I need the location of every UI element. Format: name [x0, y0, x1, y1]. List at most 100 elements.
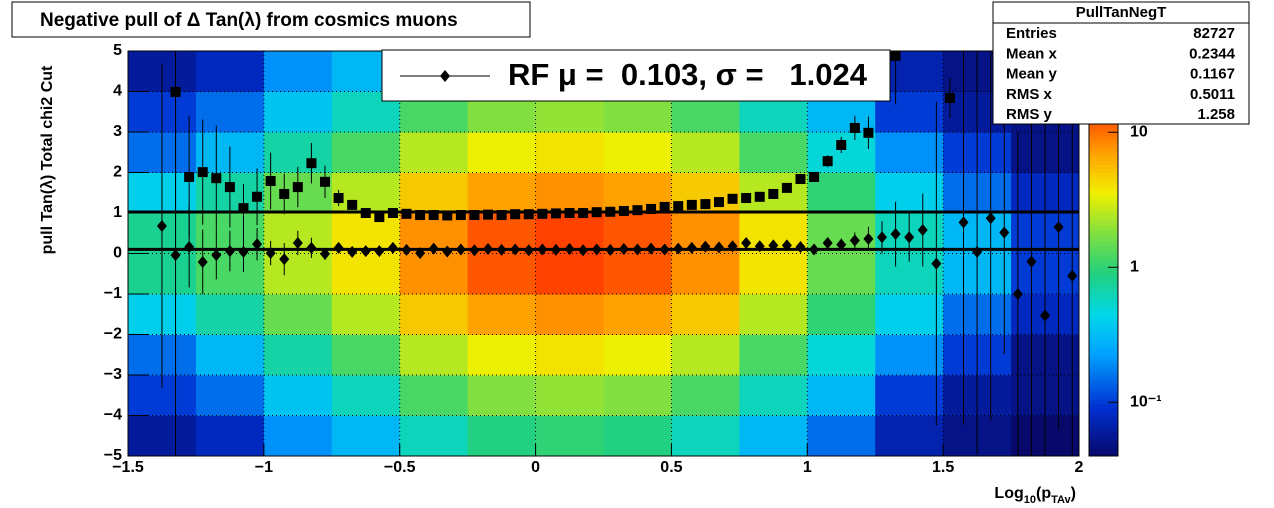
marker-square: [849, 122, 860, 133]
colorbar-step: [1089, 435, 1118, 441]
marker-diamond: [578, 244, 589, 257]
colorbar-step: [1089, 233, 1118, 238]
colorbar-step: [1089, 370, 1118, 376]
y-tick-label: −1: [104, 285, 122, 302]
heat-cell: [331, 334, 401, 376]
heat-cell: [807, 375, 876, 416]
marker-diamond: [646, 242, 657, 255]
colorbar-step: [1089, 273, 1118, 279]
y-tick-label: −4: [104, 407, 122, 424]
heat-cell: [535, 334, 604, 376]
marker-square: [686, 199, 697, 210]
marker-square: [537, 208, 548, 219]
stats-value: 0.5011: [1190, 86, 1235, 103]
marker-diamond: [442, 245, 453, 258]
marker-square: [292, 182, 303, 193]
stats-value: 82727: [1193, 25, 1235, 42]
heat-cell: [331, 172, 401, 214]
colorbar-step: [1089, 148, 1118, 153]
y-tick-label: 4: [113, 83, 122, 100]
colorbar-step: [1089, 123, 1118, 129]
marker-diamond: [999, 226, 1010, 239]
colorbar-step: [1089, 217, 1118, 222]
heat-cell: [263, 253, 333, 295]
colorbar-step: [1089, 221, 1118, 226]
colorbar-step: [1089, 196, 1118, 202]
heat-cell: [671, 375, 740, 416]
colorbar-step: [1089, 431, 1118, 437]
heat-cell: [195, 294, 265, 335]
y-tick-label: −3: [104, 366, 122, 383]
marker-square: [415, 210, 426, 221]
marker-square: [510, 209, 521, 220]
marker-diamond: [591, 243, 602, 256]
marker-diamond: [659, 243, 670, 256]
heat-cell: [467, 253, 537, 295]
heat-cell: [603, 132, 672, 173]
heat-cell: [671, 415, 740, 457]
heat-cell: [535, 415, 604, 457]
colorbar-step: [1089, 225, 1118, 230]
marker-square: [252, 191, 263, 202]
marker-diamond: [347, 245, 358, 258]
marker-diamond: [211, 249, 222, 262]
marker-diamond: [727, 240, 738, 253]
colorbar-step: [1089, 152, 1118, 157]
colorbar-step: [1089, 281, 1118, 287]
colorbar-step: [1089, 132, 1118, 137]
colorbar-step: [1089, 184, 1118, 190]
marker-diamond: [904, 231, 915, 244]
marker-diamond: [958, 216, 969, 229]
colorbar-step: [1089, 289, 1118, 295]
heat-cell: [467, 334, 537, 376]
colorbar-step: [1089, 156, 1118, 161]
marker-diamond: [483, 243, 494, 256]
x-axis-label-part: TAv: [1051, 494, 1071, 506]
x-tick-label: 0.5: [660, 459, 682, 476]
heat-cell: [671, 334, 740, 376]
chart-title: Negative pull of Δ Tan(λ) from cosmics m…: [40, 10, 458, 31]
colorbar-step: [1089, 411, 1118, 416]
marker-square: [836, 139, 847, 150]
colorbar-step: [1089, 136, 1118, 141]
colorbar-step: [1089, 350, 1118, 356]
marker-square: [591, 207, 602, 218]
marker-square: [768, 188, 779, 199]
colorbar-step: [1089, 447, 1118, 453]
marker-square: [822, 156, 833, 167]
heat-cell: [399, 415, 469, 457]
heat-cell: [399, 334, 469, 376]
colorbar-step: [1089, 439, 1118, 445]
marker-diamond: [428, 242, 439, 255]
marker-diamond: [238, 245, 249, 258]
heat-cell: [875, 375, 944, 416]
marker-diamond: [387, 241, 398, 254]
y-tick-label: 5: [113, 42, 122, 59]
colorbar-step: [1089, 298, 1118, 303]
heat-cell: [263, 91, 333, 133]
heat-cell: [807, 415, 876, 457]
stats-value: 0.1167: [1190, 66, 1235, 83]
marker-square: [781, 182, 792, 193]
x-axis-label-part: (p: [1036, 485, 1051, 502]
colorbar-step: [1089, 330, 1118, 335]
heat-cell: [671, 294, 740, 335]
heat-cell: [399, 132, 469, 173]
legend-marker: [440, 70, 450, 82]
colorbar-step: [1089, 302, 1118, 307]
heat-cell: [875, 132, 944, 173]
heat-cell: [739, 132, 808, 173]
marker-diamond: [401, 243, 412, 256]
heat-cell: [807, 334, 876, 376]
marker-diamond: [781, 239, 792, 252]
colorbar-step: [1089, 387, 1118, 392]
marker-diamond: [1012, 288, 1023, 300]
marker-diamond: [564, 243, 575, 256]
heat-cell: [331, 375, 401, 416]
marker-diamond: [279, 253, 290, 266]
marker-diamond: [713, 241, 724, 254]
heat-cell: [875, 172, 944, 214]
x-axis-label-part: 10: [1024, 494, 1036, 506]
marker-diamond: [265, 247, 276, 260]
